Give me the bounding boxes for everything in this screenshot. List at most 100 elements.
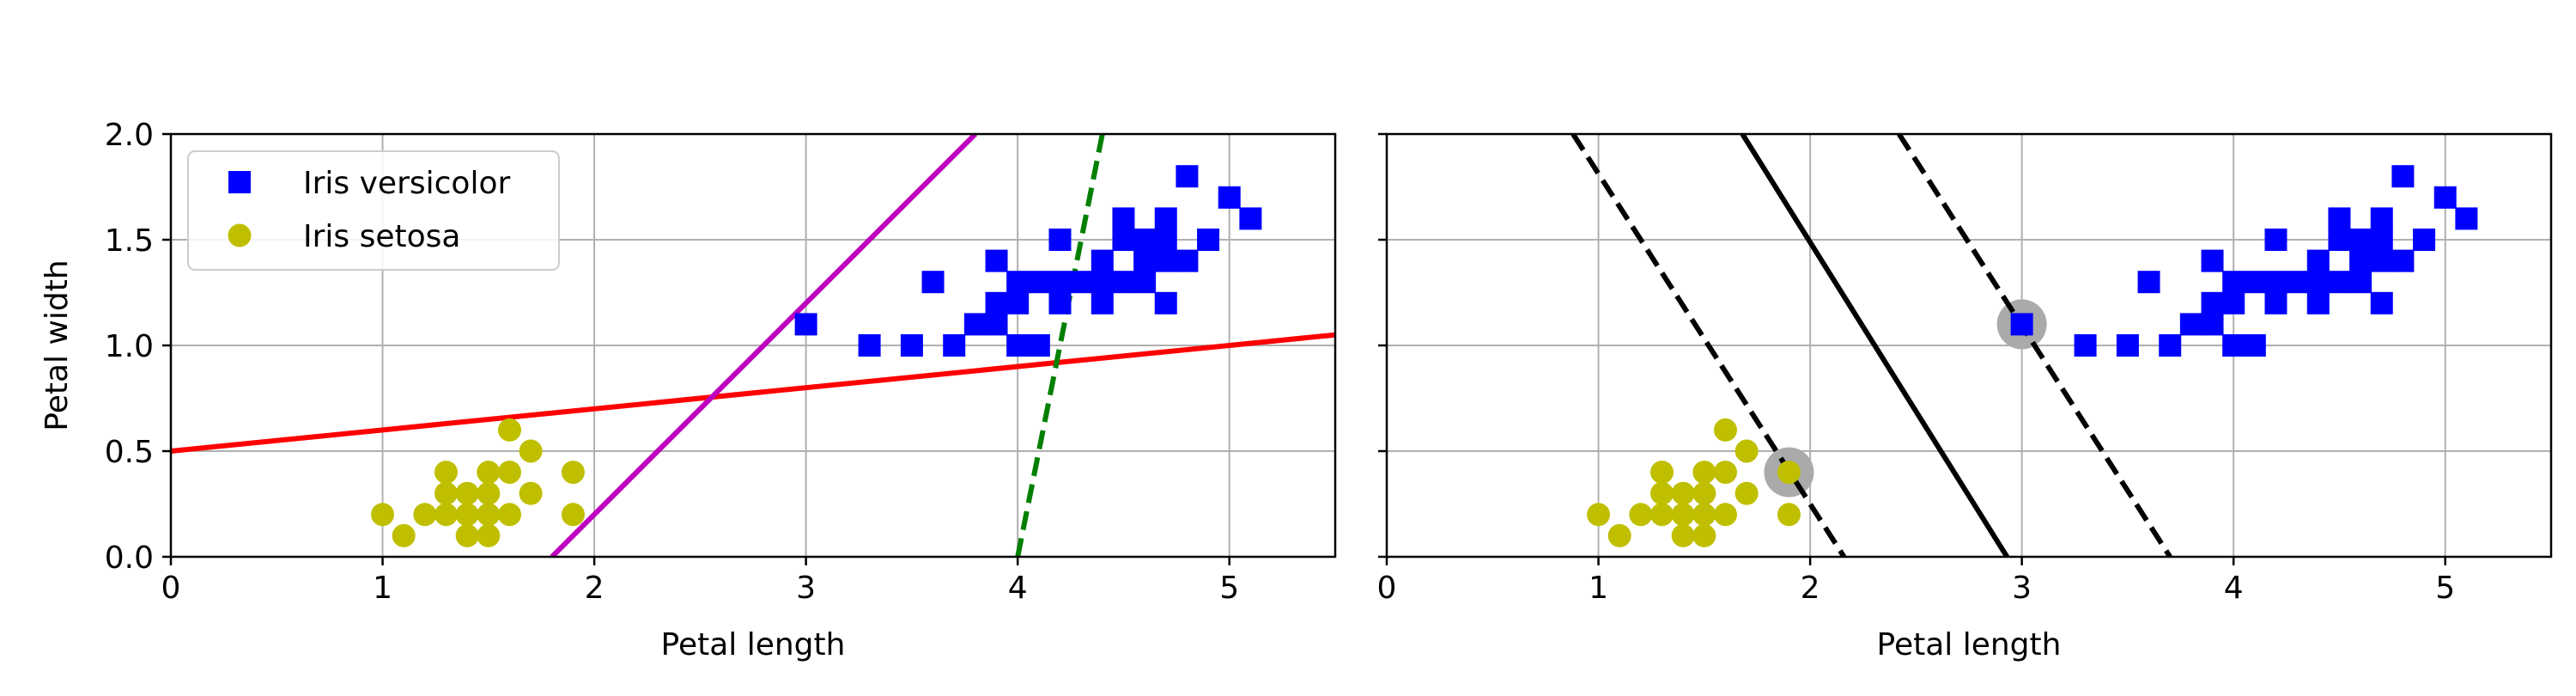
data-point-square <box>2391 165 2415 188</box>
data-point-circle <box>1671 503 1695 527</box>
data-point-circle <box>1650 461 1674 485</box>
data-point-square <box>2370 207 2393 230</box>
data-point-circle <box>371 503 395 527</box>
data-point-square <box>1027 334 1050 357</box>
data-point-circle <box>1777 503 1801 527</box>
decision-line-1 <box>1571 134 1847 557</box>
decision-line-2 <box>1015 134 1105 557</box>
data-point-square <box>2306 291 2330 314</box>
data-point-square <box>794 313 817 336</box>
data-point-square <box>2201 291 2224 314</box>
data-point-square <box>2243 334 2266 357</box>
x-tick-label: 1 <box>1589 571 1608 606</box>
data-point-square <box>2370 291 2393 314</box>
plot-area <box>171 134 1335 557</box>
data-point-circle <box>1650 503 1674 527</box>
data-point-circle <box>1713 418 1737 442</box>
data-point-square <box>1133 229 1157 251</box>
legend-marker-square <box>228 171 251 193</box>
data-point-square <box>1048 229 1072 251</box>
data-point-square <box>1091 271 1114 294</box>
data-point-circle <box>1671 481 1695 505</box>
data-point-circle <box>434 481 459 505</box>
data-point-circle <box>1713 503 1737 527</box>
data-point-circle <box>1671 523 1695 547</box>
x-tick-label: 5 <box>1219 571 1239 606</box>
x-tick-label: 2 <box>585 571 605 606</box>
data-point-square <box>2349 271 2372 294</box>
data-point-square <box>1133 271 1157 294</box>
data-point-square <box>2306 249 2330 272</box>
data-point-square <box>2222 334 2245 357</box>
data-point-square <box>1112 271 1135 294</box>
data-point-square <box>1154 249 1177 272</box>
data-point-square <box>2328 229 2351 251</box>
data-point-square <box>2116 334 2139 357</box>
data-point-circle <box>1692 523 1716 547</box>
y-tick-label: 0.5 <box>105 435 154 470</box>
data-point-circle <box>455 503 479 527</box>
data-point-square <box>1006 334 1030 357</box>
data-point-square <box>1176 165 1199 188</box>
data-point-square <box>2201 313 2224 336</box>
data-point-square <box>1048 271 1072 294</box>
y-tick-label: 1.0 <box>105 329 154 364</box>
data-point-square <box>1006 271 1030 294</box>
data-point-square <box>985 291 1008 314</box>
data-point-square <box>985 313 1008 336</box>
data-point-circle <box>477 503 501 527</box>
data-point-circle <box>497 418 521 442</box>
data-point-circle <box>477 461 501 485</box>
data-point-circle <box>519 439 543 463</box>
data-point-square <box>1112 207 1135 230</box>
plot-area <box>1571 134 2478 557</box>
data-point-square <box>2179 313 2202 336</box>
data-point-square <box>2264 229 2287 251</box>
data-point-circle <box>434 503 459 527</box>
data-point-circle <box>413 503 437 527</box>
data-point-square <box>2328 271 2351 294</box>
data-point-square <box>1027 271 1050 294</box>
data-point-square <box>1239 207 1262 230</box>
data-point-square <box>2264 291 2287 314</box>
decision-line-1 <box>550 134 977 557</box>
x-tick-label: 3 <box>2012 571 2032 606</box>
x-tick-label: 4 <box>2224 571 2244 606</box>
data-point-circle <box>477 523 501 547</box>
data-point-square <box>900 334 923 357</box>
data-point-circle <box>455 481 479 505</box>
x-axis-label: Petal length <box>661 627 846 662</box>
legend-box <box>187 150 560 271</box>
data-point-square <box>921 271 945 294</box>
data-point-circle <box>1713 461 1737 485</box>
series-versicolor <box>794 165 1262 357</box>
data-point-square <box>1112 229 1135 251</box>
data-point-square <box>2370 229 2393 251</box>
legend: Iris versicolor Iris setosa <box>187 150 560 271</box>
decision-line-2 <box>1897 134 2172 557</box>
data-point-square <box>1070 271 1093 294</box>
data-point-circle <box>1607 523 1631 547</box>
decision-line-0 <box>171 332 1335 454</box>
decision-line-0 <box>1740 134 2009 557</box>
data-point-square <box>2370 249 2393 272</box>
data-point-circle <box>477 481 501 505</box>
data-point-circle <box>497 503 521 527</box>
data-point-square <box>2137 271 2160 294</box>
data-point-square <box>2201 249 2224 272</box>
data-point-circle <box>519 481 543 505</box>
left-chart-panel: 0 1 2 3 4 5 0.0 0.5 1.0 1.5 2.0 Petal length Petal w… <box>39 118 1337 662</box>
data-point-circle <box>392 523 416 547</box>
x-tick-label: 5 <box>2435 571 2455 606</box>
data-point-square <box>2222 271 2245 294</box>
series-setosa <box>371 418 585 547</box>
data-point-circle <box>1777 461 1801 485</box>
data-point-circle <box>1692 461 1716 485</box>
data-point-circle <box>1629 503 1653 527</box>
data-point-square <box>1218 186 1241 209</box>
data-point-square <box>1133 249 1157 272</box>
data-point-circle <box>434 461 459 485</box>
data-point-square <box>2328 207 2351 230</box>
data-point-circle <box>1735 481 1759 505</box>
x-tick-label: 3 <box>796 571 816 606</box>
